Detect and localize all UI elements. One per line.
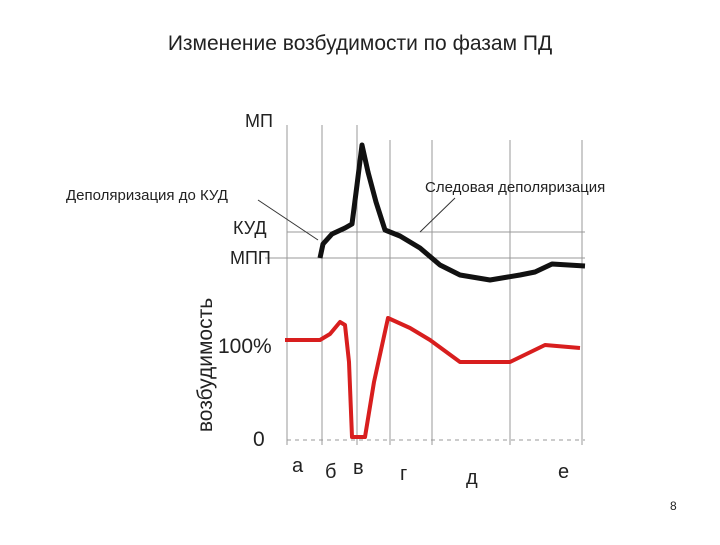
potential-curve bbox=[317, 142, 586, 283]
phase-label: а bbox=[292, 455, 304, 477]
callout-line bbox=[257, 199, 319, 241]
page-number: 8 bbox=[670, 499, 677, 513]
kud-label: КУД bbox=[233, 218, 267, 238]
phase-label: г bbox=[400, 463, 407, 485]
phase-label: е bbox=[558, 461, 569, 483]
phase-label: б bbox=[325, 461, 336, 483]
hundred-label: 100% bbox=[218, 335, 272, 358]
callout-line bbox=[419, 197, 456, 233]
phase-label: д bbox=[466, 467, 478, 489]
phase-label: в bbox=[353, 457, 364, 479]
callout-label: Деполяризация до КУД bbox=[66, 187, 228, 204]
mpp-label: МПП bbox=[230, 248, 271, 268]
callout-label: Следовая деполяризация bbox=[425, 179, 605, 196]
axis-label: возбудимость bbox=[194, 298, 217, 432]
excitability-curve bbox=[285, 316, 581, 439]
zero-label: 0 bbox=[253, 428, 265, 451]
mp-label: МП bbox=[245, 111, 273, 131]
slide-title: Изменение возбудимости по фазам ПД bbox=[168, 32, 552, 55]
